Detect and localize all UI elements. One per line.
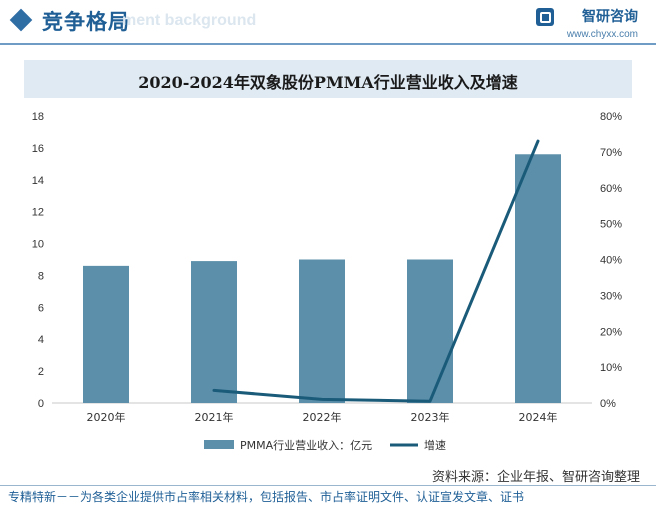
brand: 智研咨询 www.chyxx.com	[536, 6, 638, 40]
header-divider	[0, 43, 656, 45]
section-header: 竞争格局 ment background 智研咨询 www.chyxx.com	[0, 0, 656, 45]
x-tick-label: 2023年	[411, 410, 450, 424]
x-tick-label: 2022年	[303, 410, 342, 424]
brand-url: www.chyxx.com	[566, 29, 638, 40]
y-left-tick-label: 12	[32, 207, 44, 219]
y-right-tick-label: 70%	[600, 147, 622, 159]
legend-bar-swatch	[204, 440, 234, 449]
y-right-tick-label: 20%	[600, 326, 622, 338]
section-ghost-text: ment background	[122, 12, 257, 29]
bar	[299, 259, 345, 403]
footer-divider	[0, 485, 656, 486]
y-left-tick-label: 8	[38, 270, 44, 282]
section-title: 竞争格局	[42, 10, 130, 34]
bar	[83, 265, 129, 403]
legend-line-label: 增速	[424, 438, 446, 452]
footer-text: 专精特新－－为各类企业提供市占率相关材料，包括报告、市占率证明文件、认证宣发文章…	[8, 490, 525, 504]
y-left-tick-label: 18	[32, 111, 44, 123]
y-right-tick-label: 50%	[600, 219, 622, 231]
y-right-tick-label: 0%	[600, 398, 616, 410]
chart: 0 2 4 6 8 10 12 14 16 18 0% 10% 20% 30% 40% 50% 60% 70% 80…	[32, 111, 622, 452]
chart-title: 2020-2024年双象股份PMMA行业营业收入及增速	[138, 73, 518, 92]
bar	[191, 261, 237, 403]
bar	[407, 259, 453, 403]
bar	[515, 154, 561, 403]
chart-title-bar: 2020-2024年双象股份PMMA行业营业收入及增速	[24, 60, 632, 98]
brand-logo-icon	[536, 8, 554, 26]
y-right-tick-label: 30%	[600, 290, 622, 302]
y-left-tick-label: 4	[38, 334, 44, 346]
x-tick-label: 2021年	[195, 410, 234, 424]
y-right-tick-label: 80%	[600, 111, 622, 123]
x-tick-label: 2020年	[87, 410, 126, 424]
y-left-tick-label: 2	[38, 366, 44, 378]
legend-bar-label: PMMA行业营业收入：亿元	[240, 438, 372, 452]
y-left-tick-label: 14	[32, 175, 44, 187]
brand-name: 智研咨询	[582, 9, 638, 25]
y-left-tick-label: 10	[32, 239, 44, 251]
y-left-tick-label: 6	[38, 302, 44, 314]
y-left-tick-label: 0	[38, 398, 44, 410]
x-tick-label: 2024年	[519, 410, 558, 424]
y-left-tick-label: 16	[32, 143, 44, 155]
y-right-tick-label: 60%	[600, 183, 622, 195]
y-right-tick-label: 10%	[600, 362, 622, 374]
source-note: 资料来源：企业年报、智研咨询整理	[431, 470, 640, 485]
growth-line	[212, 139, 540, 403]
y-right-tick-label: 40%	[600, 255, 622, 267]
